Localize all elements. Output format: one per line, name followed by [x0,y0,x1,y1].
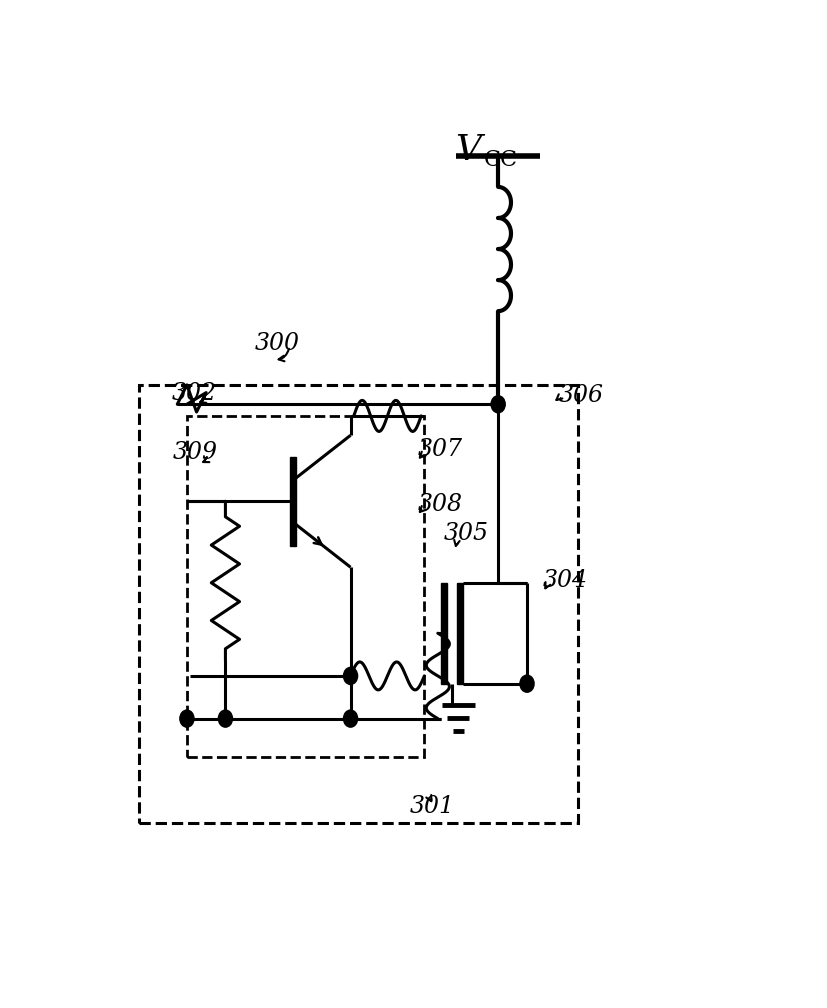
Text: V: V [455,133,480,167]
Bar [457,583,462,683]
Text: 309: 309 [173,440,218,464]
Text: 306: 306 [558,384,604,407]
Circle shape [218,710,232,727]
Circle shape [179,710,194,727]
Bar [441,583,447,683]
Text: CC: CC [483,149,517,170]
Text: 305: 305 [443,522,488,545]
Text: 308: 308 [418,493,462,516]
Circle shape [343,710,357,727]
Text: 300: 300 [254,332,299,355]
Circle shape [490,396,504,413]
Bar [187,416,424,757]
Text: 302: 302 [172,382,217,405]
Text: 301: 301 [409,795,454,818]
Bar [289,457,296,546]
Text: 304: 304 [543,569,587,592]
Circle shape [343,667,357,684]
Bar [139,385,577,824]
Text: 307: 307 [418,438,462,462]
Circle shape [519,675,533,692]
